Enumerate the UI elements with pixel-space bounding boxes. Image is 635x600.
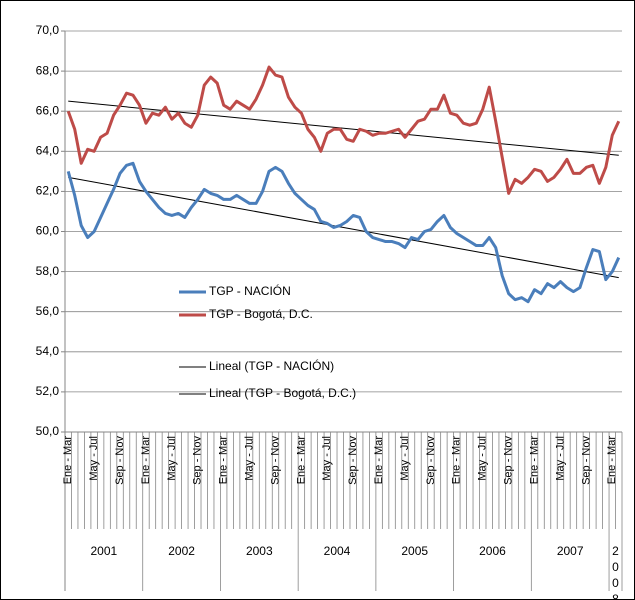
x-tick-label: Sep - Nov xyxy=(114,436,126,485)
trend-line xyxy=(68,176,619,279)
x-tick-label: Ene - Mar xyxy=(62,436,74,485)
y-tick-label: 66,0 xyxy=(36,103,60,117)
year-label: 2002 xyxy=(168,544,195,558)
trend-line xyxy=(68,100,619,156)
legend-label: TGP - Bogotá, D.C. xyxy=(209,307,313,321)
legend-label: TGP - NACIÓN xyxy=(209,283,291,298)
y-tick-label: 50,0 xyxy=(36,424,60,438)
x-tick-label: May - Jul xyxy=(554,436,566,481)
year-label: 2005 xyxy=(401,544,429,558)
y-tick-label: 56,0 xyxy=(36,304,60,318)
year-label: 2001 xyxy=(90,544,118,558)
x-tick-label: Sep - Nov xyxy=(269,436,281,485)
x-tick-label: May - Jul xyxy=(477,436,489,481)
x-tick-label: May - Jul xyxy=(399,436,411,481)
x-tick-label: May - Jul xyxy=(243,436,255,481)
x-tick-label: Sep - Nov xyxy=(347,436,359,485)
series-line xyxy=(66,65,621,195)
year-label: 2004 xyxy=(323,544,351,558)
y-tick-label: 54,0 xyxy=(36,344,60,358)
y-tick-label: 70,0 xyxy=(36,23,60,37)
legend-label: Lineal (TGP - Bogotá, D.C.) xyxy=(209,386,356,400)
x-tick-label: May - Jul xyxy=(321,436,333,481)
x-tick-label: May - Jul xyxy=(88,436,100,481)
y-tick-label: 64,0 xyxy=(36,143,60,157)
x-tick-label: Sep - Nov xyxy=(503,436,515,485)
year-label: 2008 xyxy=(612,544,619,600)
year-label: 2003 xyxy=(245,544,273,558)
y-tick-label: 58,0 xyxy=(36,264,60,278)
y-tick-label: 68,0 xyxy=(36,63,60,77)
series-line xyxy=(66,161,621,304)
x-tick-label: May - Jul xyxy=(166,436,178,481)
x-tick-label: Ene - Mar xyxy=(218,436,230,485)
x-tick-label: Ene - Mar xyxy=(606,436,618,485)
x-tick-label: Ene - Mar xyxy=(451,436,463,485)
year-label: 2006 xyxy=(479,544,506,558)
y-tick-label: 62,0 xyxy=(36,184,60,198)
y-tick-label: 60,0 xyxy=(36,224,60,238)
x-tick-label: Sep - Nov xyxy=(192,436,204,485)
x-tick-label: Sep - Nov xyxy=(580,436,592,485)
year-label: 2007 xyxy=(556,544,584,558)
x-tick-label: Ene - Mar xyxy=(140,436,152,485)
x-tick-label: Sep - Nov xyxy=(425,436,437,485)
x-tick-label: Ene - Mar xyxy=(295,436,307,485)
x-tick-label: Ene - Mar xyxy=(373,436,385,485)
legend-label: Lineal (TGP - NACIÓN) xyxy=(209,358,334,373)
x-tick-label: Ene - Mar xyxy=(528,436,540,485)
y-tick-label: 52,0 xyxy=(36,384,60,398)
